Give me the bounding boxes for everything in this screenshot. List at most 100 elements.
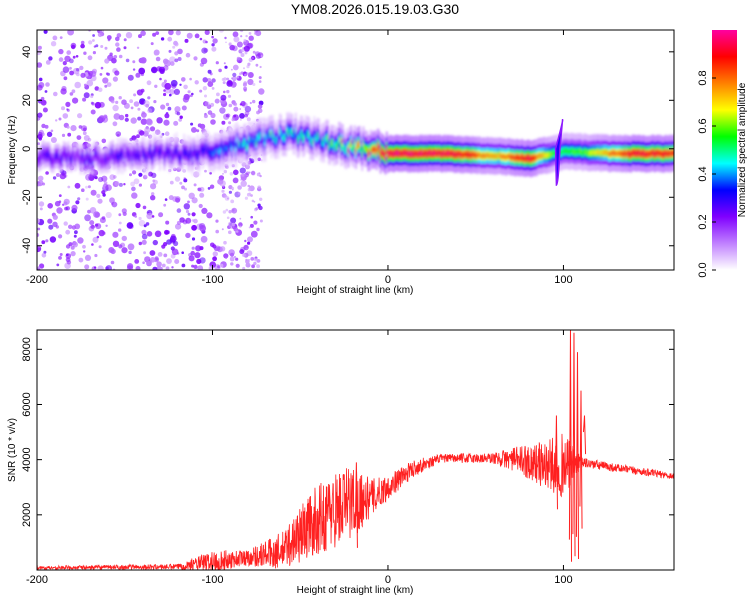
ridge-cell <box>654 151 657 156</box>
noise-blob <box>37 84 43 91</box>
noise-blob <box>52 176 57 180</box>
ridge-cell <box>518 155 521 161</box>
noise-blob <box>240 53 245 57</box>
ridge-cell <box>529 156 532 162</box>
noise-blob <box>257 157 262 162</box>
ridge-cell <box>91 160 93 166</box>
ridge-cell <box>609 151 612 157</box>
ridge-cell <box>431 151 434 157</box>
noise-blob <box>94 212 101 218</box>
spectrogram-x-label: Height of straight line (km) <box>297 285 414 296</box>
noise-blob <box>74 81 81 89</box>
noise-blob <box>143 251 147 255</box>
ridge-cell <box>409 152 412 157</box>
noise-blob <box>191 197 198 204</box>
ridge-cell <box>419 150 421 155</box>
ridge-cell <box>423 151 426 156</box>
noise-blob <box>235 263 240 268</box>
ridge-cell <box>621 152 624 157</box>
noise-blob <box>37 112 43 118</box>
ridge-cell <box>318 134 321 140</box>
ridge-cell <box>321 139 324 144</box>
ridge-cell <box>234 147 237 152</box>
noise-blob <box>149 257 156 263</box>
ridge-cell <box>593 149 596 155</box>
noise-blob <box>146 118 153 126</box>
snr-line <box>37 433 674 570</box>
noise-blob <box>104 58 110 64</box>
ridge-cell <box>389 150 392 156</box>
ridge-cell <box>442 151 445 156</box>
ridge-cell <box>387 152 389 157</box>
noise-blob <box>58 256 62 260</box>
ridge-cell <box>415 151 418 156</box>
noise-blob <box>244 239 247 243</box>
noise-blob <box>229 256 235 262</box>
ridge-cell <box>336 143 339 148</box>
noise-blob <box>236 75 239 79</box>
ridge-cell <box>84 159 87 164</box>
noise-blob <box>179 217 185 223</box>
noise-blob <box>72 97 79 104</box>
noise-blob <box>232 64 239 71</box>
noise-blob <box>38 77 43 82</box>
noise-blob <box>40 99 47 106</box>
noise-blob <box>199 37 203 41</box>
ridge-cell <box>615 151 618 156</box>
ridge-cell <box>465 152 468 157</box>
noise-blob <box>226 89 230 94</box>
ridge-cell <box>372 146 375 152</box>
noise-blob <box>48 56 53 61</box>
ridge-cell <box>672 151 674 156</box>
ridge-cell <box>506 154 509 160</box>
ridge-cell <box>301 131 303 137</box>
noise-blob <box>219 107 226 114</box>
noise-blob <box>252 99 256 104</box>
noise-blob <box>212 38 218 44</box>
ridge-cell <box>334 141 337 146</box>
noise-blob <box>246 72 249 75</box>
ridge-cell <box>398 151 400 156</box>
ridge-cell <box>536 154 539 159</box>
noise-blob <box>80 72 86 78</box>
ridge-cell <box>636 151 639 156</box>
noise-blob <box>152 32 157 37</box>
ridge-cell <box>130 151 133 156</box>
noise-blob <box>199 225 207 232</box>
ridge-cell <box>668 150 671 155</box>
noise-blob <box>96 235 100 239</box>
ridge-cell <box>56 154 59 159</box>
ridge-cell <box>427 150 430 156</box>
ridge-cell <box>335 144 338 150</box>
ridge-cell <box>174 150 177 156</box>
noise-blob <box>50 137 57 143</box>
noise-blob <box>221 78 225 81</box>
ridge-cell <box>163 156 166 161</box>
ridge-cell <box>110 154 113 159</box>
ridge-cell <box>204 149 206 154</box>
ridge-cell <box>430 150 432 156</box>
noise-blob <box>77 237 84 244</box>
noise-blob <box>250 170 256 176</box>
ridge-cell <box>194 150 197 155</box>
ridge-cell <box>624 150 626 155</box>
noise-blob <box>249 223 254 228</box>
ridge-cell <box>249 138 252 144</box>
ridge-cell <box>562 148 565 154</box>
noise-blob <box>65 229 71 235</box>
ridge-cell <box>541 153 544 158</box>
ridge-cell <box>403 150 405 155</box>
colorbar-tick-label: 0.8 <box>697 70 709 85</box>
noise-blob <box>151 66 158 74</box>
noise-blob <box>82 97 87 102</box>
ridge-cell <box>373 148 376 153</box>
noise-blob <box>165 266 170 270</box>
noise-blob <box>193 218 198 224</box>
ridge-cell <box>544 153 547 158</box>
noise-blob <box>233 106 239 112</box>
noise-blob <box>124 117 129 122</box>
noise-blob <box>199 192 205 198</box>
ridge-cell <box>259 133 262 138</box>
ridge-cell <box>385 147 388 152</box>
